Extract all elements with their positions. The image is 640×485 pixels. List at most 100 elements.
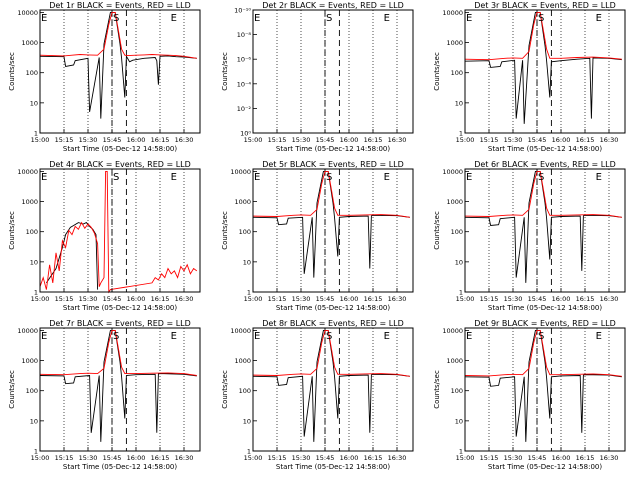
series-line-1 [39,11,197,59]
y-tick-label: 10 [455,99,463,107]
y-tick-label: 1000 [21,198,38,206]
y-tick-label: 1000 [446,198,463,206]
panel-title: Det 6r BLACK = Events, RED = LLD [474,160,616,169]
x-tick-label: 15:00 [456,454,475,462]
x-tick-label: 16:30 [600,295,619,303]
x-tick-label: 15:00 [456,295,475,303]
x-axis-label: Start Time (05-Dec-12 14:58:00) [488,145,602,153]
series-line-1 [39,329,197,376]
event-marker: S [538,172,544,183]
x-axis-label: Start Time (05-Dec-12 14:58:00) [488,463,602,471]
x-tick-label: 16:30 [600,136,619,144]
plot-frame [464,327,626,452]
x-tick-label: 15:15 [268,454,287,462]
event-marker: E [384,13,390,24]
y-tick-label: 1 [34,289,38,297]
x-tick-label: 15:00 [31,295,50,303]
y-tick-label: 100 [26,69,38,77]
x-tick-label: 15:45 [316,454,335,462]
x-tick-label: 16:15 [576,454,595,462]
x-tick-label: 16:30 [175,295,194,303]
x-tick-label: 16:15 [364,295,383,303]
event-marker: E [466,172,472,183]
x-tick-label: 15:45 [316,136,335,144]
y-tick-label: 1 [247,448,251,456]
series-line-1 [464,329,622,377]
x-tick-label: 16:00 [340,136,359,144]
event-marker: E [41,172,47,183]
x-axis-label: Start Time (05-Dec-12 14:58:00) [276,304,390,312]
y-axis-label: Counts/sec [433,370,441,409]
x-tick-label: 16:30 [388,136,407,144]
event-marker: E [254,172,260,183]
x-tick-label: 16:15 [364,454,383,462]
y-tick-label: 10000 [442,9,463,17]
series-line-1 [252,170,410,218]
y-axis-label: Counts/sec [8,52,16,91]
x-tick-label: 15:00 [244,295,263,303]
event-marker: E [171,13,177,24]
x-tick-label: 15:00 [31,136,50,144]
x-tick-label: 15:30 [79,136,98,144]
event-marker: S [538,331,544,342]
y-tick-label: 10 [30,417,38,425]
x-tick-label: 16:00 [552,454,571,462]
event-marker: E [41,331,47,342]
y-tick-label: 100 [451,69,463,77]
y-tick-label: 100 [451,387,463,395]
y-tick-label: 1 [459,448,463,456]
series-line-0 [46,222,99,290]
x-tick-label: 15:45 [316,295,335,303]
x-axis-label: Start Time (05-Dec-12 14:58:00) [276,463,390,471]
y-tick-label: 10 [243,417,251,425]
x-tick-label: 15:15 [55,454,74,462]
y-axis-label: Counts/sec [433,52,441,91]
plot-frame [39,9,201,134]
y-axis-label: Counts/sec [433,211,441,250]
y-tick-label: 10⁰ [240,130,251,138]
panel-title: Det 3r BLACK = Events, RED = LLD [474,1,616,10]
x-tick-label: 16:15 [364,136,383,144]
y-tick-label: 10000 [230,168,251,176]
x-tick-label: 15:45 [528,454,547,462]
x-tick-label: 15:15 [480,136,499,144]
y-tick-label: 1000 [446,357,463,365]
y-tick-label: 10⁻¹⁰ [234,7,251,15]
y-tick-label: 100 [451,228,463,236]
x-tick-label: 15:45 [103,454,122,462]
panel-title: Det 2r BLACK = Events, RED = LLD [262,1,404,10]
x-tick-label: 16:00 [340,454,359,462]
event-marker: E [596,331,602,342]
x-tick-label: 15:45 [528,295,547,303]
x-tick-label: 16:30 [388,454,407,462]
x-tick-label: 15:15 [480,454,499,462]
y-tick-label: 10000 [230,327,251,335]
x-tick-label: 15:15 [55,136,74,144]
y-tick-label: 10 [30,258,38,266]
y-axis-label: Counts/sec [8,370,16,409]
x-tick-label: 16:30 [175,136,194,144]
x-tick-label: 15:30 [292,295,311,303]
x-tick-label: 15:30 [504,295,523,303]
x-tick-label: 16:30 [175,454,194,462]
x-tick-label: 16:00 [127,454,146,462]
event-marker: E [171,172,177,183]
y-tick-label: 1 [459,289,463,297]
x-axis-label: Start Time (05-Dec-12 14:58:00) [488,304,602,312]
event-marker: E [254,13,260,24]
x-tick-label: 15:00 [456,136,475,144]
y-tick-label: 10 [455,417,463,425]
x-tick-label: 16:00 [552,136,571,144]
x-tick-label: 15:15 [480,295,499,303]
x-tick-label: 15:45 [103,295,122,303]
plot-frame [252,168,414,293]
x-tick-label: 15:30 [79,295,98,303]
y-tick-label: 10⁻² [237,105,252,113]
x-axis-label: Start Time (05-Dec-12 14:58:00) [63,145,177,153]
